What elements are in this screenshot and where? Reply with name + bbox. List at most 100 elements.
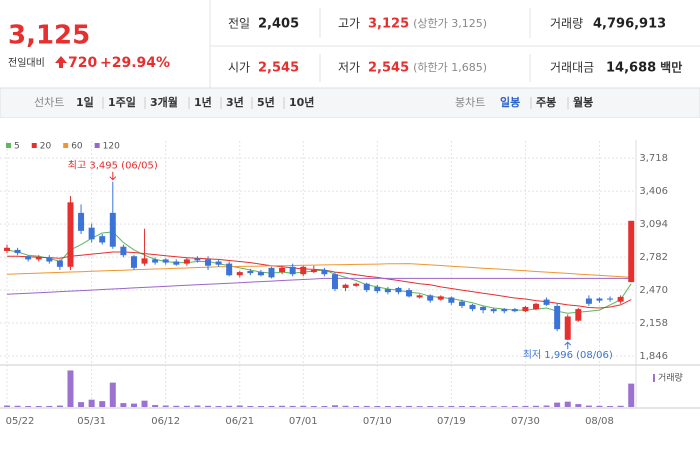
volume-bar	[120, 403, 127, 407]
volume-bar	[628, 383, 635, 407]
volume-bar	[78, 402, 85, 407]
period-button[interactable]: 1일	[76, 95, 94, 109]
volume-bar	[533, 405, 539, 407]
candle-body	[406, 290, 413, 297]
volume-bar	[363, 405, 370, 407]
period-button[interactable]: 3개월	[150, 95, 178, 109]
candle-body	[247, 271, 254, 274]
volume-bar	[490, 406, 497, 407]
candle-body	[511, 309, 518, 312]
candle-body	[173, 261, 180, 265]
field-value: 2,405	[258, 17, 299, 32]
price: 3,125	[8, 21, 90, 51]
x-tick-label: 07/30	[511, 416, 540, 427]
candle-body	[279, 267, 286, 273]
period-button[interactable]: 10년	[289, 95, 314, 109]
period-button[interactable]: 5년	[257, 95, 275, 109]
volume-bar	[183, 405, 190, 407]
volume-bar	[46, 405, 53, 407]
volume-bar	[458, 406, 465, 407]
candle-body	[363, 283, 370, 291]
candle-body	[384, 289, 391, 293]
candle-body	[617, 296, 624, 302]
volume-bar	[353, 406, 360, 407]
volume-bar	[395, 406, 402, 407]
y-tick-label: 2,782	[639, 252, 668, 263]
period-button[interactable]: 1주일	[108, 95, 136, 109]
candle-body	[162, 259, 169, 263]
ma-line	[7, 251, 632, 309]
y-tick-label: 3,406	[639, 186, 668, 197]
volume-swatch	[653, 374, 655, 382]
candle-body	[342, 284, 349, 288]
change-label: 전일대비	[8, 57, 45, 69]
candle-body	[554, 305, 561, 330]
volume-bar	[310, 406, 317, 407]
x-tick-label: 07/01	[289, 416, 318, 427]
volume-bar	[25, 406, 32, 407]
volume-bar	[279, 405, 286, 407]
candle-body	[331, 274, 338, 289]
field-label: 저가	[338, 61, 360, 75]
candle-body	[215, 261, 222, 265]
field-value: 4,796,913	[593, 17, 666, 32]
candle-body	[585, 298, 592, 304]
line-chart-label: 선차트	[34, 96, 64, 109]
period-button[interactable]: 1년	[194, 95, 212, 109]
candle-body	[226, 263, 233, 276]
interval-button[interactable]: 일봉	[500, 95, 520, 109]
y-tick-label: 1,846	[639, 351, 668, 362]
volume-bar	[300, 405, 307, 407]
interval-button[interactable]: 주봉	[536, 96, 556, 109]
y-tick-label: 2,158	[639, 318, 668, 329]
candle-body	[448, 297, 455, 303]
field-note: (상한가 3,125)	[413, 17, 487, 30]
volume-bar	[331, 405, 338, 407]
volume-label: 거래량	[658, 372, 683, 384]
field-label: 거래량	[550, 17, 583, 31]
volume-bar	[130, 403, 137, 407]
period-button[interactable]: 3년	[226, 95, 244, 109]
field-value: 2,545	[258, 61, 299, 76]
volume-bar	[374, 406, 381, 407]
candle-body	[543, 299, 550, 305]
volume-bar	[596, 405, 603, 407]
field-label: 시가	[228, 61, 250, 75]
candle-body	[501, 309, 508, 312]
annotation: 최저 1,996 (08/06)	[523, 349, 613, 361]
legend-label: 5	[14, 142, 20, 152]
interval-button[interactable]: 월봉	[573, 95, 593, 109]
y-tick-label: 2,470	[639, 285, 668, 296]
candle-body	[564, 316, 571, 340]
candle-body	[109, 212, 116, 247]
volume-bar	[406, 405, 413, 407]
volume-bar	[342, 405, 349, 407]
candle-body	[395, 287, 402, 293]
candle-body	[194, 258, 201, 261]
volume-bar	[416, 406, 423, 407]
candle-body	[480, 306, 487, 311]
x-tick-label: 06/12	[151, 416, 180, 427]
candle-body	[416, 295, 423, 298]
volume-bar	[321, 406, 328, 407]
x-tick-label: 07/19	[437, 416, 466, 427]
x-tick-label: 08/08	[585, 416, 614, 427]
legend-swatch	[6, 143, 11, 148]
candle-body	[78, 212, 85, 231]
volume-bar	[56, 405, 63, 407]
volume-bar	[35, 406, 42, 407]
volume-bar	[384, 406, 391, 407]
candle-body	[374, 286, 381, 292]
ma-line	[6, 263, 632, 278]
candle-body	[469, 304, 476, 310]
candle-body	[458, 301, 465, 306]
candle-body	[437, 296, 444, 300]
annotation-arrow	[109, 171, 117, 181]
volume-bar	[236, 405, 243, 407]
volume-bar	[617, 405, 624, 407]
legend-label: 20	[40, 142, 52, 152]
candle-body	[152, 259, 159, 263]
volume-bar	[152, 405, 159, 407]
volume-bar	[109, 382, 116, 407]
